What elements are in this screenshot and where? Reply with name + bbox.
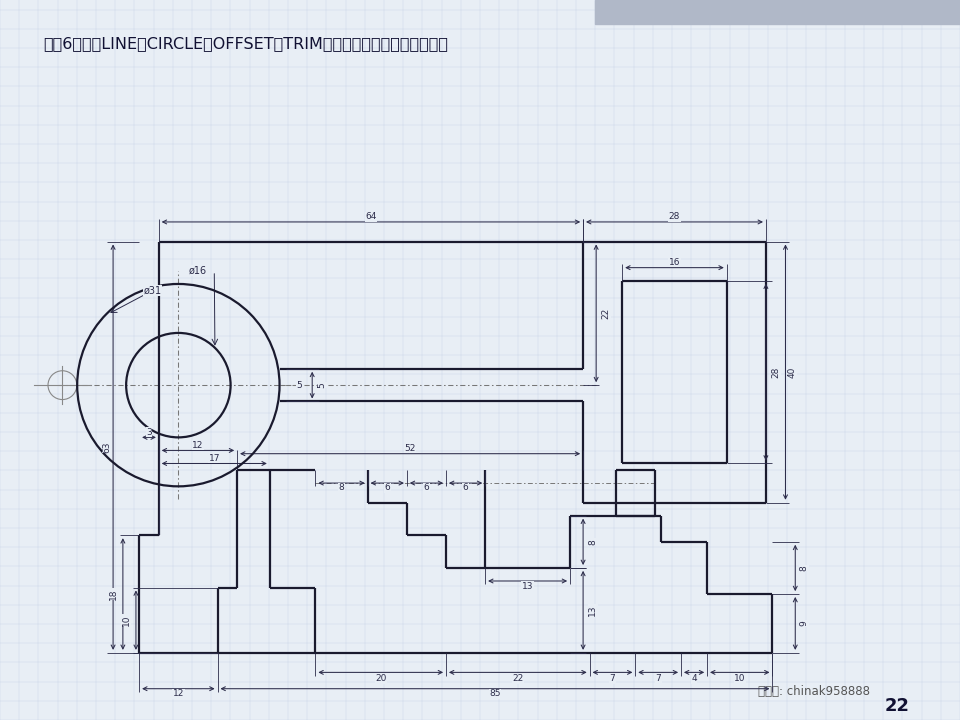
Text: 17: 17: [208, 454, 220, 463]
Text: 3: 3: [146, 428, 152, 436]
Text: 22: 22: [602, 307, 611, 319]
Text: 40: 40: [787, 366, 797, 378]
Text: 22: 22: [885, 697, 910, 714]
Text: 6: 6: [463, 483, 468, 492]
Text: 8: 8: [800, 565, 808, 571]
Text: 7: 7: [656, 675, 661, 683]
Text: 6: 6: [384, 483, 390, 492]
Text: 6: 6: [423, 483, 429, 492]
Text: 22: 22: [513, 675, 523, 683]
Text: 7: 7: [610, 675, 615, 683]
Text: 18: 18: [108, 588, 117, 600]
Text: 12: 12: [173, 690, 184, 698]
Text: 28: 28: [771, 366, 780, 378]
Text: 64: 64: [365, 212, 376, 221]
Text: 4: 4: [691, 675, 697, 683]
Text: 12: 12: [192, 441, 204, 450]
Text: ø31: ø31: [143, 286, 161, 295]
Text: 9: 9: [800, 621, 808, 626]
Text: 52: 52: [404, 444, 416, 453]
Text: ø16: ø16: [189, 266, 207, 276]
Text: 13: 13: [588, 605, 597, 616]
Text: 63: 63: [102, 441, 111, 453]
Text: 20: 20: [375, 675, 387, 683]
Text: 微信号: chinak958888: 微信号: chinak958888: [758, 685, 871, 698]
Text: 5: 5: [297, 381, 302, 390]
Text: 28: 28: [669, 212, 681, 221]
Text: 13: 13: [522, 582, 534, 590]
Text: 8: 8: [588, 539, 597, 545]
Text: 5: 5: [318, 382, 326, 388]
Text: 练习6：利用LINE、CIRCLE、OFFSET及TRIM等命令绘制下图所示的图形。: 练习6：利用LINE、CIRCLE、OFFSET及TRIM等命令绘制下图所示的图…: [43, 36, 448, 50]
Text: 10: 10: [122, 614, 131, 626]
Text: 85: 85: [490, 690, 501, 698]
Text: 10: 10: [734, 675, 746, 683]
Bar: [595, 0, 960, 24]
Text: 8: 8: [339, 483, 345, 492]
Text: 16: 16: [669, 258, 681, 267]
